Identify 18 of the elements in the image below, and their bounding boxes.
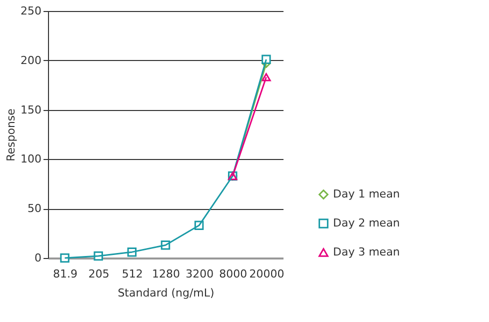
y-tick-label: 200 <box>20 54 42 67</box>
y-axis-title: Response <box>4 108 18 162</box>
y-tick-label: 0 <box>34 252 42 264</box>
x-tick-label: 8000 <box>219 268 248 280</box>
x-tick-label: 20000 <box>249 268 284 280</box>
y-tick-label: 50 <box>28 202 42 216</box>
x-axis-title: Standard (ng/mL) <box>118 286 214 300</box>
x-tick-label: 81.9 <box>53 268 78 280</box>
legend-label: Day 2 mean <box>333 216 400 230</box>
y-tick-label: 100 <box>20 152 42 166</box>
x-tick-label: 3200 <box>186 268 214 280</box>
y-tick-label: 250 <box>20 4 42 18</box>
y-tick-label: 150 <box>20 103 42 116</box>
legend-label: Day 1 mean <box>333 188 400 200</box>
x-tick-label: 1280 <box>152 268 180 280</box>
x-tick-label: 512 <box>122 268 143 280</box>
x-tick-label: 205 <box>88 268 110 280</box>
legend-label: Day 3 mean <box>333 246 400 258</box>
